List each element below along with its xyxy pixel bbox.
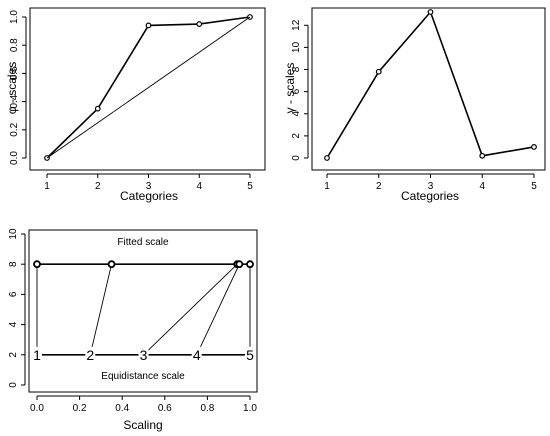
x-axis-title: Categories <box>401 189 459 203</box>
x-tick-label: 5 <box>247 181 253 192</box>
x-tick-label: 0.4 <box>115 403 129 414</box>
x-tick-label: 4 <box>196 181 202 192</box>
y-tick-label: 1.0 <box>9 10 20 24</box>
connector-line <box>89 264 112 355</box>
y-tick-label: 6 <box>291 88 302 94</box>
data-point <box>324 155 330 161</box>
equidistance-scale-label: Equidistance scale <box>101 371 185 382</box>
plot-frame <box>311 7 546 171</box>
category-label: 3 <box>140 347 148 363</box>
y-tick-label: 0 <box>8 382 19 388</box>
x-tick-label: 0.0 <box>30 403 44 414</box>
y-tick-label: 0.4 <box>9 94 20 108</box>
y-tick-label: 10 <box>291 41 302 53</box>
x-tick-label: 4 <box>479 181 485 192</box>
data-point <box>375 68 382 75</box>
plot-frame <box>28 229 258 393</box>
category-label: 5 <box>246 347 254 363</box>
fitted-point <box>33 260 41 269</box>
series-line <box>326 10 535 159</box>
series-line <box>46 16 251 159</box>
x-tick-label: 0.2 <box>73 403 87 414</box>
y-tick-label: 10 <box>8 228 19 240</box>
x-tick-label: 3 <box>428 181 434 192</box>
data-point <box>145 22 152 29</box>
category-label: 4 <box>193 347 201 363</box>
y-tick-label: 0.8 <box>9 38 20 52</box>
y-tick-label: 2 <box>291 133 302 139</box>
x-tick-label: 1 <box>44 181 50 192</box>
data-point <box>531 144 537 150</box>
data-point <box>427 9 434 15</box>
fitted-point <box>235 260 244 269</box>
data-point <box>196 21 203 27</box>
plot-frame <box>29 7 266 171</box>
data-point <box>94 105 101 112</box>
y-axis-title: γ - scales <box>283 63 297 114</box>
x-tick-label: 2 <box>95 181 101 192</box>
fitted-scale-label: Fitted scale <box>117 237 169 248</box>
category-label-bg <box>32 346 42 360</box>
x-tick-label: 0.6 <box>158 403 172 414</box>
x-tick-label: 3 <box>146 181 152 192</box>
category-label: 2 <box>86 347 94 363</box>
x-axis-title: Categories <box>120 189 178 203</box>
category-label-bg <box>85 346 96 360</box>
connector-line <box>196 264 240 355</box>
y-tick-label: 0 <box>291 155 302 161</box>
x-tick-label: 0.8 <box>200 403 214 414</box>
data-point <box>479 152 486 159</box>
x-axis-title: Scaling <box>123 418 162 432</box>
y-tick-label: 2 <box>8 352 19 358</box>
y-tick-label: 4 <box>291 111 302 117</box>
y-tick-label: 8 <box>8 261 19 267</box>
y-tick-label: 4 <box>8 321 19 327</box>
fitted-point <box>246 260 254 269</box>
category-label-bg <box>245 346 255 360</box>
panel-scaling: Fitted scale Equidistance scale Scaling … <box>8 228 258 432</box>
y-tick-label: 8 <box>291 66 302 72</box>
x-tick-label: 5 <box>531 181 537 192</box>
x-tick-label: 2 <box>376 181 382 192</box>
panel-phi-scales: Categories φ - scales 1 2 3 4 5 0.0 0.2 0.4 0.6 0… <box>5 7 266 203</box>
y-axis-title: φ - scales <box>5 62 19 114</box>
y-tick-label: 12 <box>291 19 302 31</box>
category-label-bg <box>138 346 149 360</box>
y-tick-label: 0.6 <box>9 66 20 80</box>
y-tick-label: 6 <box>8 291 19 297</box>
category-label: 1 <box>33 347 41 363</box>
connector-line <box>143 263 238 356</box>
x-tick-label: 1 <box>324 181 330 192</box>
category-label-bg <box>191 346 202 360</box>
x-tick-label: 1.0 <box>243 403 257 414</box>
fitted-point <box>107 260 116 269</box>
y-tick-label: 0.2 <box>9 122 20 136</box>
y-tick-label: 0.0 <box>9 151 20 165</box>
